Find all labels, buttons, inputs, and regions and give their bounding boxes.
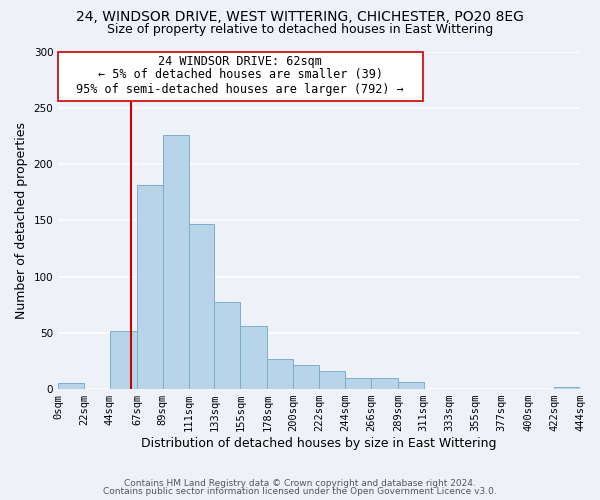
Bar bbox=[293, 366, 319, 389]
Bar bbox=[58, 384, 84, 389]
Bar bbox=[371, 378, 398, 389]
Bar bbox=[137, 186, 163, 389]
Y-axis label: Number of detached properties: Number of detached properties bbox=[15, 122, 28, 319]
Bar bbox=[110, 330, 137, 389]
Text: 24 WINDSOR DRIVE: 62sqm: 24 WINDSOR DRIVE: 62sqm bbox=[158, 55, 322, 68]
Text: 95% of semi-detached houses are larger (792) →: 95% of semi-detached houses are larger (… bbox=[76, 83, 404, 96]
Bar bbox=[554, 387, 580, 389]
Bar bbox=[214, 302, 241, 389]
Bar bbox=[241, 326, 268, 389]
X-axis label: Distribution of detached houses by size in East Wittering: Distribution of detached houses by size … bbox=[142, 437, 497, 450]
Text: 24, WINDSOR DRIVE, WEST WITTERING, CHICHESTER, PO20 8EG: 24, WINDSOR DRIVE, WEST WITTERING, CHICH… bbox=[76, 10, 524, 24]
Bar bbox=[345, 378, 371, 389]
Text: ← 5% of detached houses are smaller (39): ← 5% of detached houses are smaller (39) bbox=[98, 68, 383, 82]
Text: Contains public sector information licensed under the Open Government Licence v3: Contains public sector information licen… bbox=[103, 487, 497, 496]
Bar bbox=[188, 224, 214, 389]
Bar bbox=[319, 371, 345, 389]
Bar bbox=[268, 358, 293, 389]
Text: Size of property relative to detached houses in East Wittering: Size of property relative to detached ho… bbox=[107, 22, 493, 36]
Text: Contains HM Land Registry data © Crown copyright and database right 2024.: Contains HM Land Registry data © Crown c… bbox=[124, 478, 476, 488]
Bar bbox=[58, 52, 422, 101]
Bar bbox=[398, 382, 424, 389]
Bar bbox=[163, 135, 188, 389]
